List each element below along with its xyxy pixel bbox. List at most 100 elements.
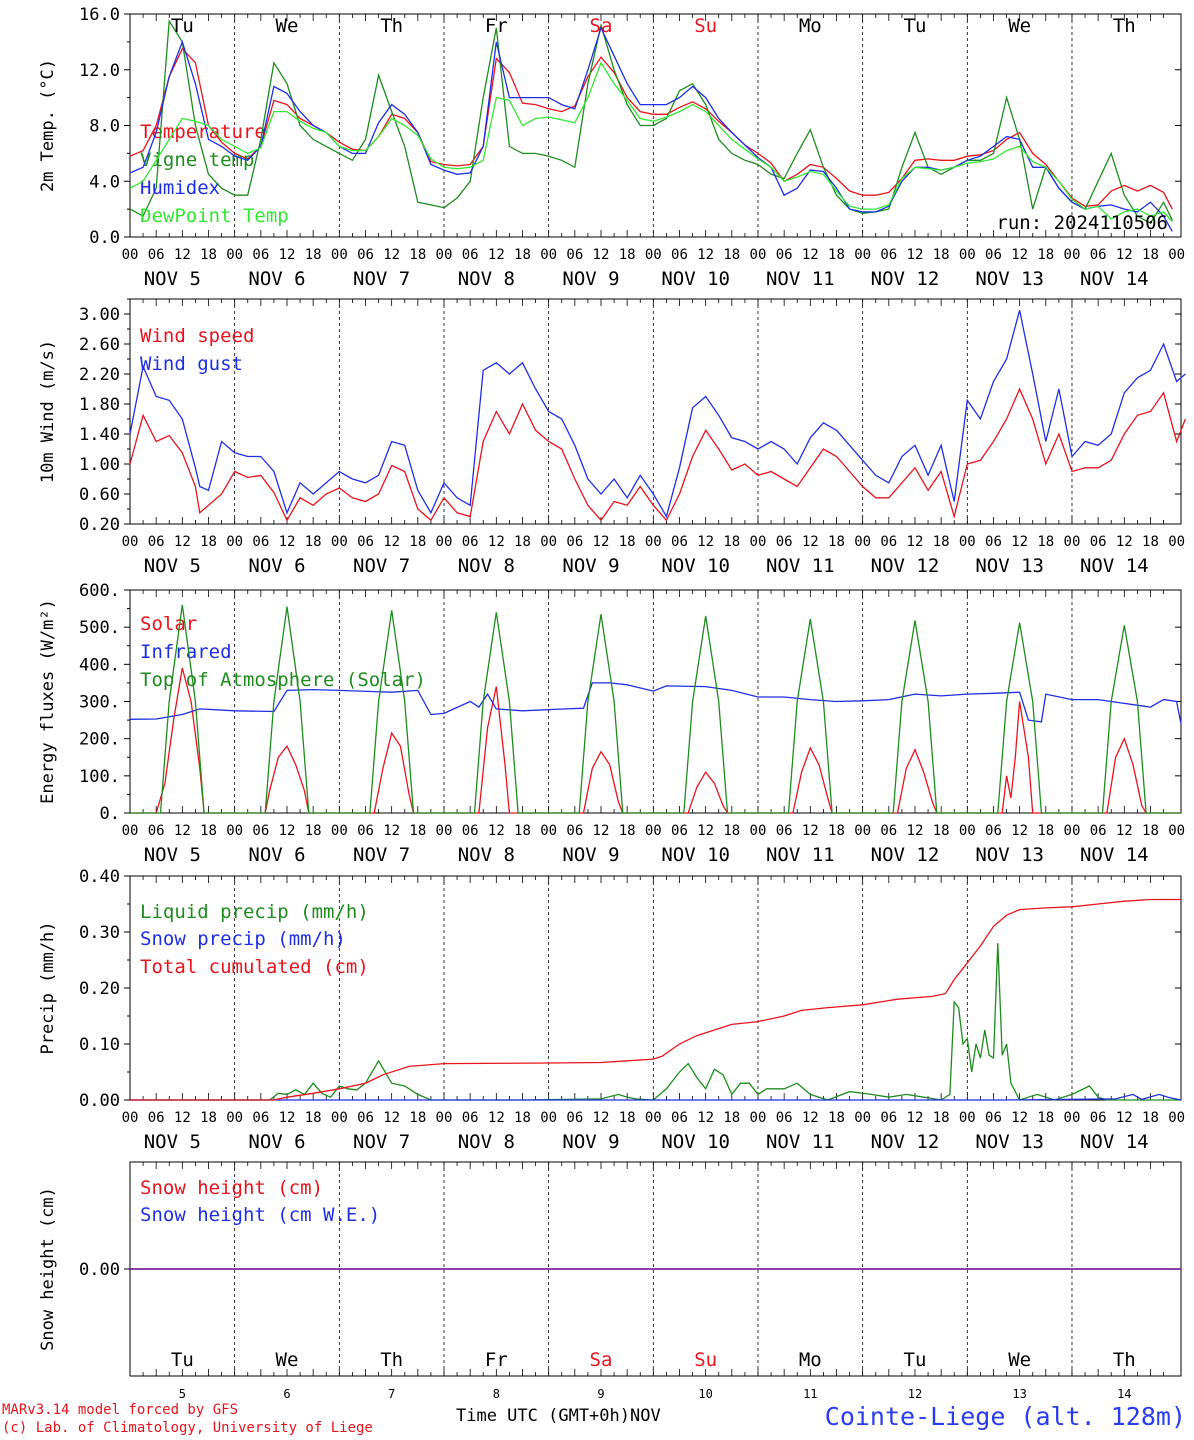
x-hour-label: 06 <box>566 247 583 263</box>
x-date-label: NOV 11 <box>766 1131 835 1153</box>
x-date-label: NOV 13 <box>975 844 1044 866</box>
y-tick-label: 4.0 <box>89 172 120 192</box>
x-hour-label: 18 <box>619 247 636 263</box>
x-hour-label: 12 <box>593 247 610 263</box>
x-date-label: NOV 8 <box>458 268 515 290</box>
x-hour-label: 18 <box>200 247 217 263</box>
x-date-label: NOV 13 <box>975 1131 1044 1153</box>
x-hour-label: 12 <box>697 1110 714 1126</box>
x-hour-label: 06 <box>462 823 479 839</box>
x-hour-label: 12 <box>383 534 400 550</box>
x-hour-label: 00 <box>1168 1110 1185 1126</box>
x-hour-label: 18 <box>1037 823 1054 839</box>
x-hour-label: 12 <box>593 1110 610 1126</box>
x-day-number: 9 <box>597 1387 604 1401</box>
x-hour-label: 06 <box>776 823 793 839</box>
y-tick-label: 0.0 <box>89 228 120 248</box>
x-hour-label: 12 <box>279 823 296 839</box>
day-name: Th <box>380 1349 403 1371</box>
x-hour-label: 00 <box>540 823 557 839</box>
lab-credit: (c) Lab. of Climatology, University of L… <box>2 1420 373 1436</box>
x-hour-label: 06 <box>566 534 583 550</box>
day-name: Mo <box>799 15 822 37</box>
x-hour-label: 12 <box>1116 1110 1133 1126</box>
x-hour-label: 00 <box>540 1110 557 1126</box>
x-date-label: NOV 13 <box>975 268 1044 290</box>
x-hour-label: 18 <box>514 823 531 839</box>
series-line-snow-precip-mm-h <box>130 1093 1182 1101</box>
x-date-label: NOV 12 <box>871 1131 940 1153</box>
x-hour-label: 00 <box>122 1110 139 1126</box>
series-line-liquid-precip-mm-h <box>130 943 1181 1101</box>
x-hour-label: 12 <box>174 247 191 263</box>
day-name: Th <box>1113 1349 1136 1371</box>
x-hour-label: 12 <box>697 534 714 550</box>
x-day-number: 14 <box>1117 1387 1131 1401</box>
x-date-label: NOV 11 <box>766 268 835 290</box>
legend-entry: Solar <box>140 613 197 635</box>
day-name: Sa <box>590 15 613 37</box>
x-hour-label: 18 <box>514 247 531 263</box>
x-hour-label: 06 <box>776 1110 793 1126</box>
x-hour-label: 12 <box>1116 247 1133 263</box>
x-date-label: NOV 11 <box>766 844 835 866</box>
y-tick-label: 0. <box>100 804 120 824</box>
y-tick-label: 2.20 <box>79 365 120 385</box>
y-axis-label: Precip (mm/h) <box>38 921 58 1054</box>
legend-entry: Humidex <box>140 177 220 199</box>
x-date-label: NOV 11 <box>766 555 835 577</box>
y-tick-label: 1.00 <box>79 455 120 475</box>
x-hour-label: 18 <box>200 1110 217 1126</box>
x-hour-label: 18 <box>828 823 845 839</box>
day-name: Su <box>694 15 717 37</box>
model-credit: MARv3.14 model forced by GFS <box>2 1402 239 1418</box>
legend-entry: Wind gust <box>140 353 243 375</box>
x-hour-label: 12 <box>593 534 610 550</box>
x-hour-label: 12 <box>802 247 819 263</box>
x-date-label: NOV 5 <box>144 844 201 866</box>
x-hour-label: 06 <box>1090 534 1107 550</box>
y-axis-label: Snow height (cm) <box>38 1187 58 1351</box>
x-hour-label: 06 <box>985 823 1002 839</box>
y-tick-label: 400. <box>79 655 120 675</box>
series-line-humidex <box>129 26 1173 232</box>
legend-entry: DewPoint Temp <box>140 205 289 227</box>
x-date-label: NOV 5 <box>144 1131 201 1153</box>
x-hour-label: 12 <box>488 534 505 550</box>
x-hour-label: 18 <box>1037 534 1054 550</box>
x-hour-label: 18 <box>409 534 426 550</box>
x-hour-label: 00 <box>331 1110 348 1126</box>
x-hour-label: 06 <box>148 247 165 263</box>
x-date-label: NOV 5 <box>144 555 201 577</box>
day-name: Sa <box>590 1349 613 1371</box>
x-date-label: NOV 14 <box>1080 844 1149 866</box>
x-date-label: NOV 10 <box>661 1131 730 1153</box>
x-hour-label: 12 <box>1116 823 1133 839</box>
x-hour-label: 00 <box>645 534 662 550</box>
x-date-label: NOV 12 <box>871 555 940 577</box>
x-hour-label: 18 <box>200 534 217 550</box>
legend-entry: Infrared <box>140 641 232 663</box>
x-hour-label: 00 <box>1064 823 1081 839</box>
x-hour-label: 06 <box>462 534 479 550</box>
x-date-label: NOV 8 <box>458 1131 515 1153</box>
x-hour-label: 18 <box>619 1110 636 1126</box>
y-tick-label: 200. <box>79 730 120 750</box>
day-name: Su <box>694 1349 717 1371</box>
x-hour-label: 18 <box>1142 247 1159 263</box>
time-axis-title: Time UTC (GMT+0h) <box>456 1406 630 1426</box>
y-tick-label: 0.10 <box>79 1035 120 1055</box>
x-hour-label: 12 <box>907 823 924 839</box>
x-hour-label: 12 <box>1011 247 1028 263</box>
x-date-label: NOV 7 <box>353 844 410 866</box>
day-name: We <box>1008 15 1031 37</box>
x-day-number: 8 <box>493 1387 500 1401</box>
x-hour-label: 12 <box>488 823 505 839</box>
day-name: Th <box>380 15 403 37</box>
x-hour-label: 06 <box>880 534 897 550</box>
x-hour-label: 18 <box>933 1110 950 1126</box>
x-hour-label: 12 <box>697 247 714 263</box>
y-tick-label: 1.40 <box>79 425 120 445</box>
x-hour-label: 18 <box>619 534 636 550</box>
day-name: Tu <box>904 1349 927 1371</box>
